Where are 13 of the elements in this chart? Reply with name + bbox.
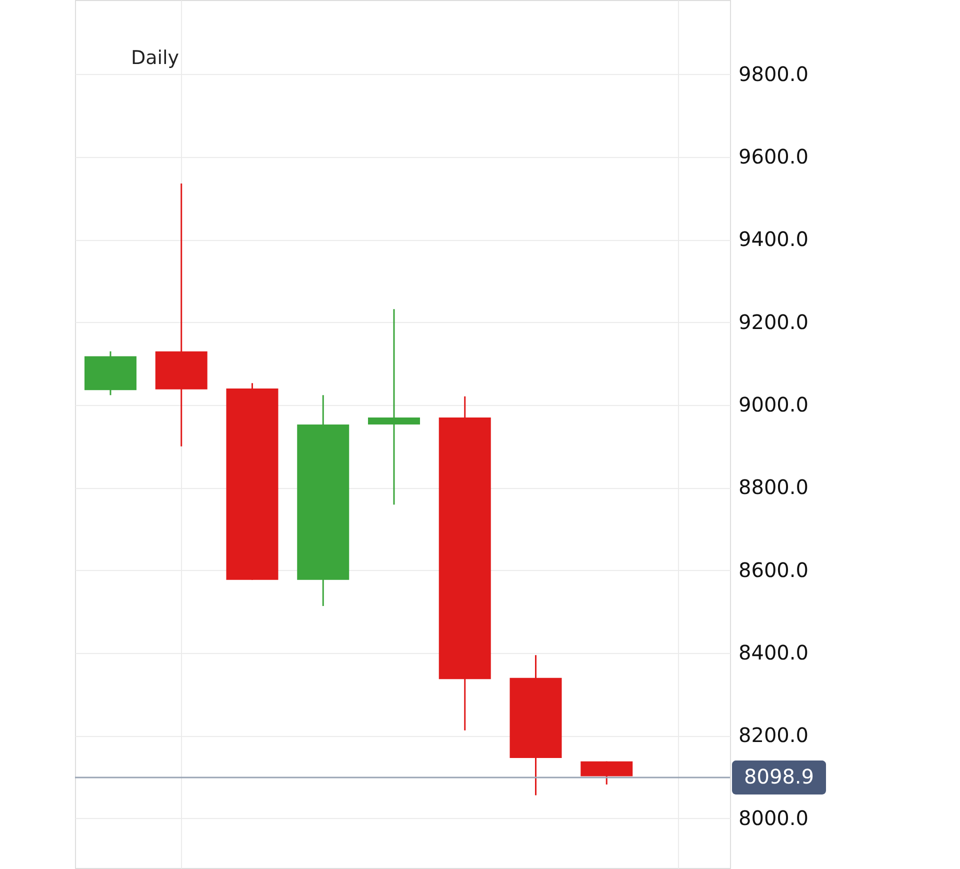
- y-tick-label: 8800.0: [738, 475, 808, 500]
- y-tick-label: 8000.0: [738, 806, 808, 830]
- ref-line-label: 8098.9: [744, 764, 814, 789]
- y-tick-label: 9800.0: [738, 62, 808, 86]
- y-tick-label: 9400.0: [738, 227, 808, 252]
- annotation: Daily: [130, 47, 180, 69]
- y-tick-label: 8600.0: [738, 558, 808, 582]
- y-tick-label: 9200.0: [738, 310, 808, 334]
- y-tick-label: 9000.0: [738, 392, 808, 417]
- candlestick: [368, 308, 420, 506]
- y-tick-label: 8400.0: [738, 640, 808, 665]
- y-tick-label: 8200.0: [738, 723, 808, 748]
- y-tick-label: 9600.0: [738, 144, 808, 169]
